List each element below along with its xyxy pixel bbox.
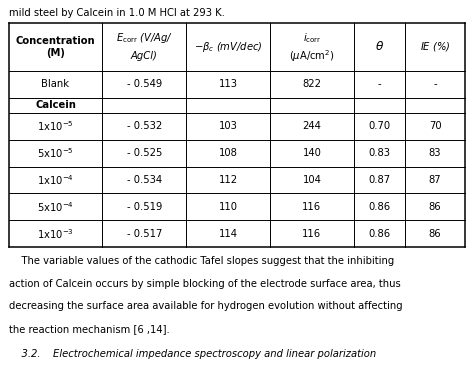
Text: decreasing the surface area available for hydrogen evolution without affecting: decreasing the surface area available fo… (9, 301, 402, 311)
Text: mild steel by Calcein in 1.0 M HCl at 293 K.: mild steel by Calcein in 1.0 M HCl at 29… (9, 8, 224, 18)
Text: 0.83: 0.83 (368, 148, 390, 158)
Text: 1x10$^{-3}$: 1x10$^{-3}$ (37, 227, 74, 241)
Text: 5x10$^{-5}$: 5x10$^{-5}$ (37, 146, 74, 160)
Text: - 0.532: - 0.532 (127, 121, 162, 131)
Text: 0.70: 0.70 (368, 121, 390, 131)
Text: 140: 140 (302, 148, 321, 158)
Text: 112: 112 (219, 175, 237, 185)
Text: 0.87: 0.87 (368, 175, 390, 185)
Text: Calcein: Calcein (35, 100, 76, 110)
Text: -: - (433, 79, 437, 89)
Text: ($\mu$A/cm$^2$): ($\mu$A/cm$^2$) (289, 48, 335, 64)
Text: -: - (377, 79, 381, 89)
Text: - 0.517: - 0.517 (127, 229, 162, 239)
Text: 108: 108 (219, 148, 237, 158)
Text: Blank: Blank (42, 79, 70, 89)
Text: The variable values of the cathodic Tafel slopes suggest that the inhibiting: The variable values of the cathodic Tafe… (9, 256, 394, 266)
Text: 83: 83 (429, 148, 441, 158)
Text: 110: 110 (219, 202, 237, 212)
Text: 86: 86 (428, 229, 441, 239)
Text: Concentration
(M): Concentration (M) (16, 36, 95, 58)
Text: $\theta$: $\theta$ (374, 40, 384, 53)
Text: 1x10$^{-4}$: 1x10$^{-4}$ (37, 173, 74, 187)
Text: AgCl): AgCl) (131, 51, 158, 61)
Text: 113: 113 (219, 79, 237, 89)
Text: $E_{\rm corr}$ (V/Ag/: $E_{\rm corr}$ (V/Ag/ (116, 31, 173, 45)
Text: $i_{\rm corr}$: $i_{\rm corr}$ (302, 31, 321, 45)
Text: the reaction mechanism [6 ,14].: the reaction mechanism [6 ,14]. (9, 324, 169, 334)
Text: 114: 114 (219, 229, 237, 239)
Text: 822: 822 (302, 79, 321, 89)
Text: 104: 104 (302, 175, 321, 185)
Text: 3.2.    Electrochemical impedance spectroscopy and linear polarization: 3.2. Electrochemical impedance spectrosc… (9, 349, 376, 358)
Text: 103: 103 (219, 121, 237, 131)
Text: - 0.534: - 0.534 (127, 175, 162, 185)
Text: - 0.549: - 0.549 (127, 79, 162, 89)
Text: - 0.519: - 0.519 (127, 202, 162, 212)
Text: 1x10$^{-5}$: 1x10$^{-5}$ (37, 119, 74, 133)
Text: $-\beta_c$ (mV/dec): $-\beta_c$ (mV/dec) (194, 40, 263, 54)
Text: 0.86: 0.86 (368, 202, 390, 212)
Text: 116: 116 (302, 202, 321, 212)
Text: $IE$ (%): $IE$ (%) (419, 40, 450, 53)
Text: 244: 244 (302, 121, 321, 131)
Text: action of Calcein occurs by simple blocking of the electrode surface area, thus: action of Calcein occurs by simple block… (9, 279, 400, 289)
Text: 86: 86 (428, 202, 441, 212)
Text: 5x10$^{-4}$: 5x10$^{-4}$ (37, 200, 74, 214)
Text: 87: 87 (428, 175, 441, 185)
Text: 70: 70 (428, 121, 441, 131)
Text: - 0.525: - 0.525 (127, 148, 162, 158)
Text: 0.86: 0.86 (368, 229, 390, 239)
Text: 116: 116 (302, 229, 321, 239)
